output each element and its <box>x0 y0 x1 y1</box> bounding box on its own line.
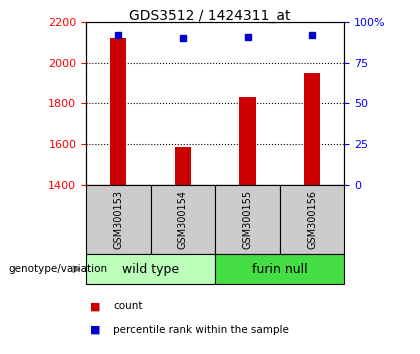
Text: GSM300156: GSM300156 <box>307 190 317 249</box>
Text: GDS3512 / 1424311_at: GDS3512 / 1424311_at <box>129 9 291 23</box>
Text: percentile rank within the sample: percentile rank within the sample <box>113 325 289 335</box>
Bar <box>239 97 256 185</box>
Bar <box>304 73 320 185</box>
Text: count: count <box>113 301 143 311</box>
Bar <box>110 38 126 185</box>
Bar <box>175 147 191 185</box>
Text: genotype/variation: genotype/variation <box>8 264 108 274</box>
Text: ■: ■ <box>90 301 101 311</box>
Text: furin null: furin null <box>252 263 307 276</box>
Text: GSM300153: GSM300153 <box>113 190 123 249</box>
Text: GSM300155: GSM300155 <box>242 190 252 249</box>
Text: GSM300154: GSM300154 <box>178 190 188 249</box>
Text: wild type: wild type <box>122 263 179 276</box>
Text: ■: ■ <box>90 325 101 335</box>
